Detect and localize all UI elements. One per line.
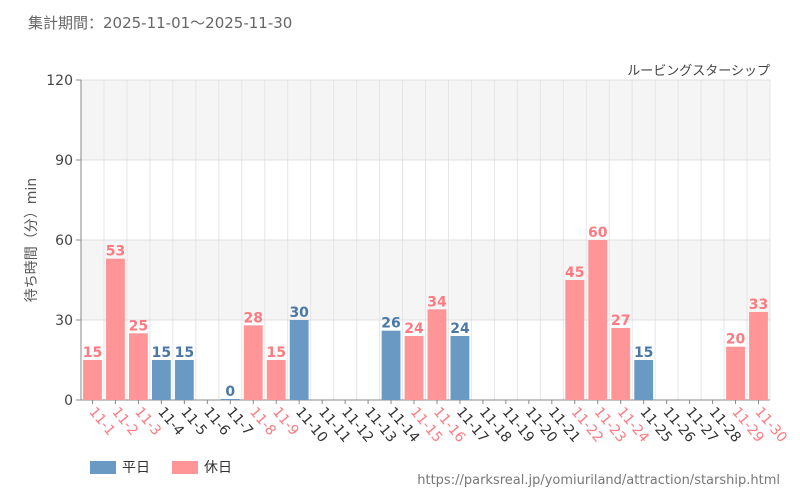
data-label: 15 (266, 345, 285, 361)
data-label: 53 (106, 244, 125, 260)
bar (83, 360, 102, 400)
bar (381, 330, 401, 400)
chart-title: ルービングスターシップ (627, 64, 770, 79)
data-label: 24 (450, 321, 470, 337)
y-tick-label: 60 (55, 233, 73, 249)
bar (450, 336, 470, 400)
y-tick-label: 0 (64, 393, 73, 409)
data-label: 0 (225, 384, 235, 400)
legend-swatch-holiday (172, 460, 198, 474)
bar (726, 346, 745, 400)
bar (404, 336, 424, 400)
data-label: 26 (381, 316, 400, 332)
source-url: https://parksreal.jp/yomiuriland/attract… (417, 473, 780, 488)
y-axis-label: 待ち時間（分）min (24, 178, 40, 302)
data-label: 34 (427, 294, 447, 310)
y-tick-label: 90 (55, 153, 73, 169)
data-label: 25 (129, 318, 148, 334)
bar (174, 360, 194, 400)
data-label: 30 (289, 305, 309, 321)
data-label: 27 (611, 313, 630, 329)
y-tick-label: 120 (46, 73, 73, 89)
y-tick-label: 30 (55, 313, 73, 329)
legend-swatch-weekday (90, 460, 116, 474)
data-label: 60 (588, 225, 608, 241)
legend-item-weekday: 平日 (90, 457, 150, 477)
bar (106, 258, 125, 400)
data-label: 45 (565, 265, 584, 281)
legend-item-holiday: 休日 (172, 457, 232, 477)
data-label: 15 (634, 345, 653, 361)
bar (565, 280, 585, 400)
bar (129, 333, 148, 400)
data-label: 24 (404, 321, 424, 337)
bar (611, 328, 631, 400)
data-label: 15 (83, 345, 102, 361)
data-label: 28 (244, 310, 263, 326)
bar (151, 360, 171, 400)
data-label: 15 (152, 345, 171, 361)
bar (588, 240, 608, 400)
period-label: 集計期間：2025-11-01～2025-11-30 (28, 14, 293, 32)
bar (634, 360, 654, 400)
bar (289, 320, 309, 400)
legend: 平日 休日 (90, 457, 232, 477)
bar (427, 309, 447, 400)
data-label: 20 (726, 332, 746, 348)
bar (220, 399, 240, 400)
data-label: 15 (175, 345, 194, 361)
bar (266, 360, 286, 400)
legend-label-weekday: 平日 (122, 460, 150, 476)
data-label: 33 (749, 297, 768, 313)
legend-label-holiday: 休日 (204, 460, 232, 476)
bar (749, 312, 768, 400)
bar (243, 325, 263, 400)
